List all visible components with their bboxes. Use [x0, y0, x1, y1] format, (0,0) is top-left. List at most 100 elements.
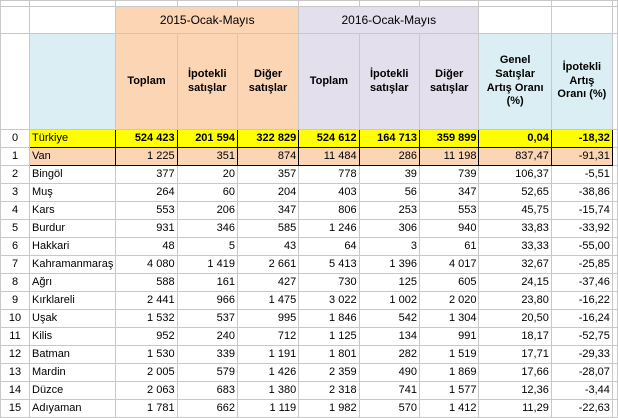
value-cell-c1[interactable]: 264	[115, 183, 178, 202]
value-cell-c7[interactable]: 11,29	[478, 399, 552, 418]
value-cell-c5[interactable]: 3	[358, 237, 420, 256]
cell[interactable]	[611, 237, 618, 256]
value-cell-c7[interactable]: 837,47	[478, 147, 552, 166]
header-ipotekli-2016[interactable]: İpotekli satışlar	[358, 33, 420, 130]
cell[interactable]	[611, 345, 618, 364]
value-cell-c1[interactable]: 1 781	[115, 399, 178, 418]
value-cell-c6[interactable]: 1 869	[418, 363, 480, 382]
value-cell-c4[interactable]: 2 318	[298, 381, 360, 400]
row-index-cell[interactable]: 8	[0, 273, 31, 292]
row-index-cell[interactable]: 13	[0, 363, 31, 382]
value-cell-c1[interactable]: 377	[115, 165, 178, 184]
value-cell-c3[interactable]: 2 661	[236, 255, 300, 274]
value-cell-c7[interactable]: 106,37	[478, 165, 552, 184]
value-cell-c2[interactable]: 351	[176, 147, 238, 166]
province-name-cell[interactable]: Ağrı	[29, 273, 117, 292]
value-cell-c3[interactable]: 1 380	[236, 381, 300, 400]
value-cell-c1[interactable]: 2 005	[115, 363, 178, 382]
value-cell-c4[interactable]: 11 484	[298, 147, 360, 166]
value-cell-c8[interactable]: -5,51	[550, 165, 613, 184]
row-index-cell[interactable]: 7	[0, 255, 31, 274]
cell[interactable]	[611, 147, 618, 166]
value-cell-c5[interactable]: 306	[358, 219, 420, 238]
value-cell-c5[interactable]: 286	[358, 147, 420, 166]
value-cell-c5[interactable]: 253	[358, 201, 420, 220]
value-cell-c7[interactable]: 32,67	[478, 255, 552, 274]
value-cell-c6[interactable]: 347	[418, 183, 480, 202]
value-cell-c1[interactable]: 1 225	[115, 147, 178, 166]
value-cell-c5[interactable]: 282	[358, 345, 420, 364]
value-cell-c8[interactable]: -3,44	[550, 381, 613, 400]
value-cell-c3[interactable]: 322 829	[236, 129, 300, 148]
cell[interactable]	[611, 291, 618, 310]
value-cell-c1[interactable]: 588	[115, 273, 178, 292]
province-name-cell[interactable]: Türkiye	[29, 129, 117, 148]
province-name-cell[interactable]: Düzce	[29, 381, 117, 400]
row-index-cell[interactable]: 2	[0, 165, 31, 184]
value-cell-c5[interactable]: 570	[358, 399, 420, 418]
value-cell-c4[interactable]: 403	[298, 183, 360, 202]
province-name-cell[interactable]: Hakkari	[29, 237, 117, 256]
value-cell-c1[interactable]: 952	[115, 327, 178, 346]
value-cell-c3[interactable]: 585	[236, 219, 300, 238]
value-cell-c2[interactable]: 201 594	[176, 129, 238, 148]
value-cell-c5[interactable]: 39	[358, 165, 420, 184]
value-cell-c2[interactable]: 966	[176, 291, 238, 310]
cell[interactable]	[611, 219, 618, 238]
value-cell-c1[interactable]: 4 080	[115, 255, 178, 274]
value-cell-c2[interactable]: 683	[176, 381, 238, 400]
row-index-cell[interactable]: 11	[0, 327, 31, 346]
value-cell-c5[interactable]: 134	[358, 327, 420, 346]
value-cell-c3[interactable]: 43	[236, 237, 300, 256]
province-name-cell[interactable]: Kırklareli	[29, 291, 117, 310]
value-cell-c8[interactable]: -18,32	[550, 129, 613, 148]
province-name-cell[interactable]: Kahramanmaraş	[29, 255, 117, 274]
name-header-cell[interactable]	[29, 33, 117, 130]
value-cell-c3[interactable]: 1 426	[236, 363, 300, 382]
value-cell-c4[interactable]: 1 801	[298, 345, 360, 364]
cell[interactable]	[550, 6, 613, 34]
province-name-cell[interactable]: Van	[29, 147, 117, 166]
value-cell-c7[interactable]: 18,17	[478, 327, 552, 346]
value-cell-c6[interactable]: 1 519	[418, 345, 480, 364]
value-cell-c7[interactable]: 45,75	[478, 201, 552, 220]
row-index-cell[interactable]: 14	[0, 381, 31, 400]
value-cell-c4[interactable]: 64	[298, 237, 360, 256]
value-cell-c4[interactable]: 2 359	[298, 363, 360, 382]
value-cell-c6[interactable]: 739	[418, 165, 480, 184]
value-cell-c4[interactable]: 1 125	[298, 327, 360, 346]
value-cell-c5[interactable]: 1 002	[358, 291, 420, 310]
value-cell-c5[interactable]: 125	[358, 273, 420, 292]
cell[interactable]	[611, 129, 618, 148]
value-cell-c8[interactable]: -37,46	[550, 273, 613, 292]
cell[interactable]	[611, 363, 618, 382]
value-cell-c7[interactable]: 17,66	[478, 363, 552, 382]
group-header-2016[interactable]: 2016-Ocak-Mayıs	[298, 6, 480, 34]
value-cell-c6[interactable]: 4 017	[418, 255, 480, 274]
value-cell-c4[interactable]: 1 246	[298, 219, 360, 238]
value-cell-c1[interactable]: 1 532	[115, 309, 178, 328]
value-cell-c2[interactable]: 662	[176, 399, 238, 418]
province-name-cell[interactable]: Burdur	[29, 219, 117, 238]
cell[interactable]	[611, 183, 618, 202]
value-cell-c5[interactable]: 56	[358, 183, 420, 202]
cell[interactable]	[611, 165, 618, 184]
value-cell-c4[interactable]: 5 413	[298, 255, 360, 274]
value-cell-c3[interactable]: 874	[236, 147, 300, 166]
value-cell-c8[interactable]: -25,85	[550, 255, 613, 274]
value-cell-c1[interactable]: 524 423	[115, 129, 178, 148]
value-cell-c8[interactable]: -28,07	[550, 363, 613, 382]
value-cell-c3[interactable]: 995	[236, 309, 300, 328]
value-cell-c4[interactable]: 778	[298, 165, 360, 184]
value-cell-c8[interactable]: -52,75	[550, 327, 613, 346]
value-cell-c6[interactable]: 1 412	[418, 399, 480, 418]
value-cell-c5[interactable]: 1 396	[358, 255, 420, 274]
row-index-cell[interactable]: 10	[0, 309, 31, 328]
header-ipotekli-2015[interactable]: İpotekli satışlar	[176, 33, 238, 130]
value-cell-c2[interactable]: 240	[176, 327, 238, 346]
header-toplam-2016[interactable]: Toplam	[298, 33, 360, 130]
cell[interactable]	[0, 6, 31, 34]
value-cell-c4[interactable]: 730	[298, 273, 360, 292]
value-cell-c8[interactable]: -33,92	[550, 219, 613, 238]
row-index-cell[interactable]: 15	[0, 399, 31, 418]
